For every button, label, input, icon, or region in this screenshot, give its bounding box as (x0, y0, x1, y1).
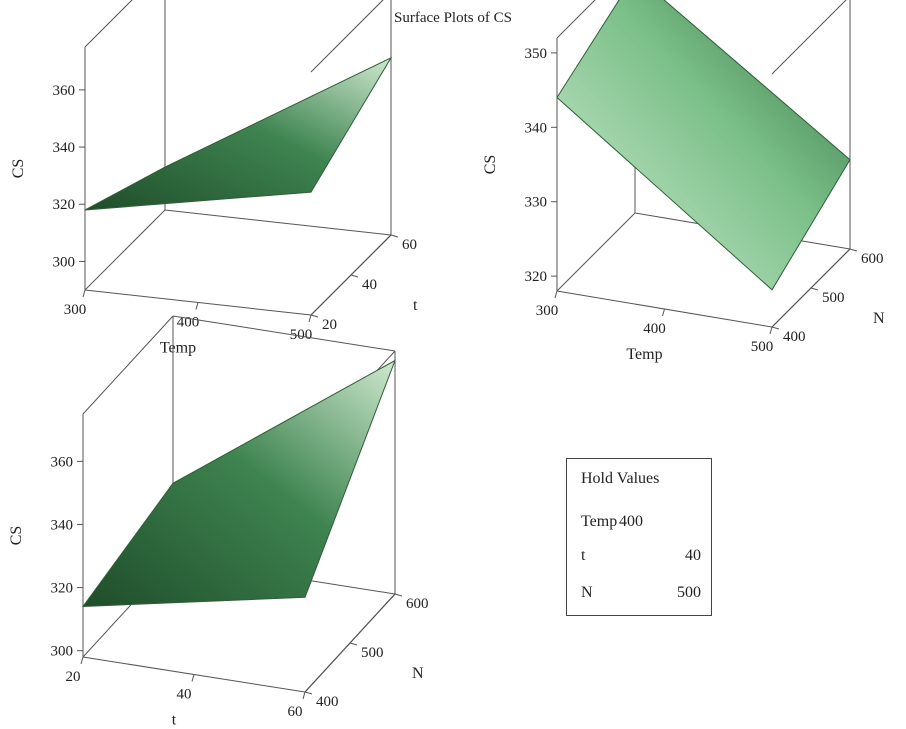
box-edge (85, 210, 165, 290)
hold-name: Temp (581, 513, 617, 531)
x-tick-label: 40 (177, 687, 192, 703)
hold-value: 400 (619, 513, 643, 531)
z-tick-label: 320 (525, 269, 548, 285)
x-tick (663, 309, 665, 316)
box-edge (165, 210, 391, 235)
x-tick (555, 291, 557, 298)
y-tick-label: 400 (783, 329, 806, 345)
x-tick (196, 303, 198, 310)
z-tick-label: 350 (525, 46, 548, 62)
hold-value: 500 (677, 584, 701, 602)
surface (557, 0, 850, 290)
surface-plot-temp-n: 300 400 500 400 500 600 320 330 340 350 Temp N CS (482, 0, 885, 363)
z-tick-label: 330 (525, 195, 548, 211)
box-edge (311, 0, 391, 72)
surface-plot-t-n: 20 40 60 400 500 600 300 320 340 360 t N CS (8, 316, 429, 729)
z-axis-label: CS (10, 159, 27, 179)
z-tick-label: 360 (53, 83, 76, 99)
x-tick (83, 290, 85, 297)
y-tick-label: 40 (362, 277, 377, 293)
y-tick-label: 500 (361, 645, 384, 661)
y-axis-label: N (412, 665, 424, 682)
y-axis-label: N (873, 310, 885, 327)
box-edge (557, 213, 635, 291)
hold-value: 40 (685, 547, 701, 565)
x-axis-label: Temp (160, 340, 196, 357)
y-axis-label: t (413, 297, 418, 314)
surface (85, 58, 391, 210)
z-tick-label: 360 (51, 454, 74, 470)
surface (83, 361, 395, 607)
x-tick-label: 60 (288, 704, 303, 720)
hold-name: N (581, 584, 593, 602)
z-tick-label: 320 (53, 197, 76, 213)
z-tick-label: 340 (51, 517, 74, 533)
y-tick-label: 20 (322, 317, 337, 333)
hold-row-temp: Temp 400 (581, 513, 701, 535)
y-tick (391, 235, 398, 237)
y-tick (850, 249, 857, 251)
z-tick-label: 340 (525, 120, 548, 136)
y-tick (305, 692, 312, 694)
x-tick-label: 400 (643, 321, 666, 337)
hold-name: t (581, 547, 585, 565)
x-axis-label: Temp (626, 346, 662, 363)
box-edge (772, 0, 850, 74)
y-tick-label: 400 (316, 694, 339, 710)
box-edge (85, 0, 165, 47)
x-tick (770, 327, 772, 334)
z-tick-label: 300 (51, 644, 74, 660)
x-tick (303, 692, 305, 699)
x-tick-label: 500 (751, 339, 774, 355)
y-tick-label: 60 (402, 237, 417, 253)
y-tick (351, 275, 358, 277)
z-axis-label: CS (482, 155, 499, 175)
x-tick-label: 300 (64, 302, 87, 318)
y-tick-label: 600 (406, 596, 429, 612)
hold-row-n: N 500 (581, 584, 701, 606)
y-tick-label: 600 (861, 251, 884, 267)
x-tick-label: 20 (66, 669, 81, 685)
hold-row-t: t 40 (581, 547, 701, 569)
x-axis-label: t (172, 712, 177, 729)
x-tick-label: 300 (536, 303, 559, 319)
y-tick (395, 594, 402, 596)
z-axis-label: CS (8, 526, 25, 546)
z-tick-label: 340 (53, 140, 76, 156)
box-edge (83, 316, 173, 414)
x-tick (81, 657, 83, 664)
y-tick (811, 288, 818, 290)
z-tick-label: 300 (53, 254, 76, 270)
hold-values-title: Hold Values (581, 470, 659, 488)
x-tick (192, 675, 194, 682)
y-tick-label: 500 (822, 290, 845, 306)
box-edge (173, 316, 395, 351)
z-tick-label: 320 (51, 581, 74, 597)
y-tick (772, 327, 779, 329)
hold-values-box: Hold Values Temp 400 t 40 N 500 (566, 458, 712, 616)
y-tick (311, 315, 318, 317)
x-tick (309, 315, 311, 322)
y-tick (350, 643, 357, 645)
